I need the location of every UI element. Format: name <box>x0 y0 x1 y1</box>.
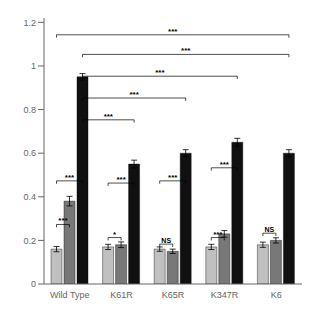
svg-text:0.4: 0.4 <box>23 192 36 202</box>
svg-text:***: *** <box>181 46 191 55</box>
svg-text:0: 0 <box>31 279 36 289</box>
svg-text:0.2: 0.2 <box>23 236 36 246</box>
svg-text:K6: K6 <box>271 290 282 300</box>
svg-text:***: *** <box>116 175 126 184</box>
svg-text:0.8: 0.8 <box>23 105 36 115</box>
svg-text:NS: NS <box>161 237 171 244</box>
svg-text:***: *** <box>168 173 178 182</box>
svg-text:1: 1 <box>31 61 36 71</box>
svg-text:1.2: 1.2 <box>23 18 36 28</box>
svg-text:Wild Type: Wild Type <box>50 290 89 300</box>
svg-text:***: *** <box>220 160 230 169</box>
svg-text:K65R: K65R <box>162 290 185 300</box>
svg-text:***: *** <box>65 173 75 182</box>
svg-text:***: *** <box>213 230 223 239</box>
svg-text:NS: NS <box>265 226 275 233</box>
svg-text:*: * <box>113 230 117 239</box>
svg-text:***: *** <box>129 90 139 99</box>
svg-text:***: *** <box>155 68 165 77</box>
svg-text:***: *** <box>168 27 178 36</box>
svg-text:0.6: 0.6 <box>23 148 36 158</box>
svg-text:K347R: K347R <box>211 290 239 300</box>
svg-text:***: *** <box>104 112 114 121</box>
svg-text:***: *** <box>58 216 68 225</box>
svg-text:K61R: K61R <box>110 290 133 300</box>
